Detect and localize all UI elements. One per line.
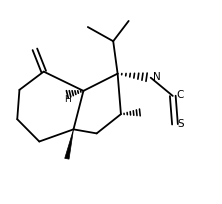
Text: C: C: [176, 90, 183, 100]
Text: H: H: [65, 95, 71, 104]
Polygon shape: [65, 129, 73, 159]
Text: S: S: [177, 119, 184, 129]
Text: N: N: [153, 72, 161, 82]
